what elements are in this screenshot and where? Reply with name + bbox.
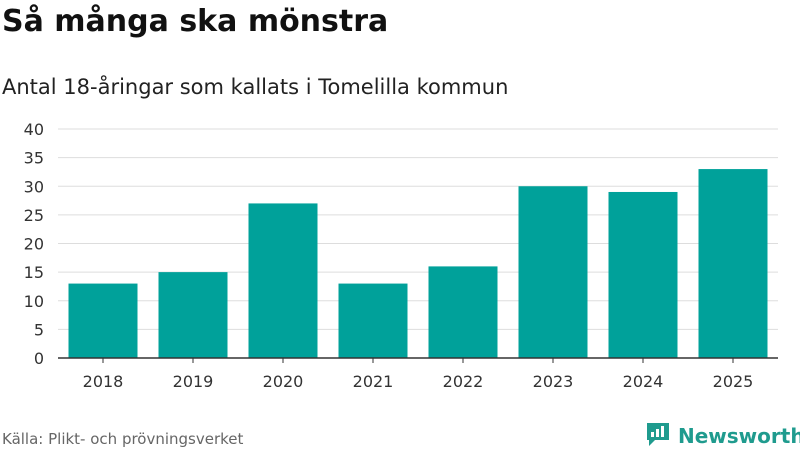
- bar-2024: [608, 191, 678, 358]
- x-tick-label: 2023: [533, 372, 574, 391]
- y-tick-label: 35: [24, 149, 44, 168]
- newsworthy-logo-icon: [645, 421, 671, 451]
- bar-2020: [248, 203, 318, 358]
- x-tick-label: 2022: [443, 372, 484, 391]
- bar-2025: [698, 169, 768, 358]
- y-tick-label: 40: [24, 120, 44, 139]
- y-tick-label: 20: [24, 235, 44, 254]
- x-axis-ticks: 2018 2019 2020 2021 2022 2023 2024 2025: [83, 358, 754, 391]
- bars: [68, 169, 768, 358]
- x-tick-label: 2020: [263, 372, 304, 391]
- y-tick-label: 5: [34, 320, 44, 339]
- brand-logo[interactable]: Newsworthy: [645, 421, 800, 451]
- x-tick-label: 2019: [173, 372, 214, 391]
- x-tick-label: 2018: [83, 372, 124, 391]
- y-tick-label: 25: [24, 206, 44, 225]
- x-tick-label: 2024: [623, 372, 664, 391]
- y-tick-label: 10: [24, 292, 44, 311]
- y-axis-ticks: 0 5 10 15 20 25 30 35 40: [24, 120, 44, 368]
- source-note: Källa: Plikt- och prövningsverket: [2, 430, 244, 448]
- y-tick-label: 30: [24, 177, 44, 196]
- x-tick-label: 2025: [713, 372, 754, 391]
- bar-2019: [158, 272, 228, 358]
- bar-2021: [338, 283, 408, 358]
- bar-2023: [518, 186, 588, 358]
- y-tick-label: 15: [24, 263, 44, 282]
- brand-name: Newsworthy: [678, 424, 800, 448]
- bar-2018: [68, 283, 138, 358]
- chart-subtitle: Antal 18-åringar som kallats i Tomelilla…: [2, 75, 509, 99]
- chart-title: Så många ska mönstra: [2, 4, 389, 39]
- x-tick-label: 2021: [353, 372, 394, 391]
- bar-2022: [428, 266, 498, 358]
- y-tick-label: 0: [34, 349, 44, 368]
